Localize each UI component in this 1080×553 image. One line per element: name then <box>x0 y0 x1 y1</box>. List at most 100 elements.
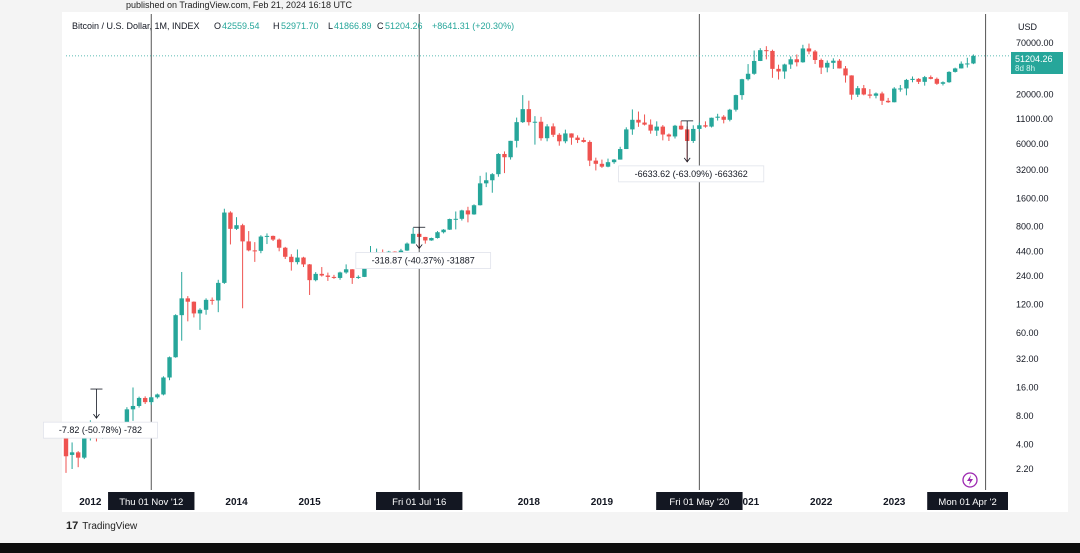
candle-body <box>490 174 495 181</box>
change-value: +8641.31 (+20.30%) <box>432 21 514 31</box>
candle-body <box>63 435 69 457</box>
candle-body <box>551 126 556 135</box>
candle-body <box>313 273 318 281</box>
candle-body <box>325 275 331 277</box>
candle-body <box>703 125 708 127</box>
candle-body <box>806 48 812 52</box>
candle-body <box>398 250 404 254</box>
candle-body <box>776 68 781 72</box>
y-tick-label: 4.00 <box>1016 439 1034 449</box>
candle-body <box>356 276 361 278</box>
candle-body <box>283 247 288 257</box>
candle-body <box>959 63 964 69</box>
time-marker-label: Fri 01 Jul '16 <box>392 497 446 508</box>
candle-body <box>197 309 203 314</box>
candle-body <box>209 299 215 301</box>
candle-body <box>161 377 166 395</box>
candle-body <box>155 394 160 398</box>
candle-body <box>946 71 952 83</box>
time-marker-labels: Thu 01 Nov '12 Fri 01 Jul '16 Fri 01 May '… <box>108 492 1008 510</box>
candle-body <box>276 239 282 248</box>
measure-arrow <box>683 157 691 163</box>
candle-body <box>928 77 933 79</box>
published-note: published on TradingView.com, Feb 21, 20… <box>126 0 352 10</box>
candle-body <box>892 88 897 103</box>
candle-body <box>514 122 519 141</box>
candle-body <box>240 225 245 242</box>
candle-body <box>191 301 197 314</box>
ohlc-legend: Bitcoin / U.S. Dollar, 1M, INDEX O 42559… <box>72 21 514 31</box>
candle-body <box>258 236 264 251</box>
high-label: H <box>273 21 280 31</box>
candle-body <box>465 210 471 215</box>
low-label: L <box>328 21 333 31</box>
candle-body <box>173 315 178 358</box>
candle-body <box>745 73 751 80</box>
candle-body <box>910 78 915 80</box>
candle-body <box>447 219 452 230</box>
y-tick-label: 6000.00 <box>1016 139 1049 149</box>
y-tick-label: 60.00 <box>1016 328 1039 338</box>
candle-body <box>873 93 879 96</box>
candle-body <box>581 140 586 142</box>
candle-body <box>751 60 757 74</box>
candle-body <box>222 212 227 283</box>
candle-body <box>496 153 501 175</box>
y-tick-label: 440.00 <box>1016 246 1044 256</box>
candle-body <box>179 298 184 316</box>
candle-body <box>532 121 538 123</box>
candle-body <box>264 235 270 237</box>
vertical-marker-lines <box>150 14 987 490</box>
x-tick-label: 2019 <box>591 497 614 508</box>
last-price-tag: 51204.26 8d 8h <box>1011 52 1063 74</box>
candle-body <box>544 126 550 139</box>
x-tick-label: 2014 <box>225 497 248 508</box>
candle-body <box>538 121 544 139</box>
measure-label-bg <box>618 165 765 183</box>
candle-body <box>770 50 775 69</box>
candle-body <box>234 225 239 229</box>
tradingview-logo: 17 TradingView <box>66 520 137 532</box>
y-tick-label: 1600.00 <box>1016 193 1049 203</box>
candle-body <box>477 183 483 206</box>
y-tick-label: 70000.00 <box>1016 38 1054 48</box>
y-tick-label: 8.00 <box>1016 411 1034 421</box>
candle-body <box>149 397 154 403</box>
candle-body <box>185 298 190 302</box>
last-price-bg <box>1011 52 1063 74</box>
candle-body <box>879 93 885 101</box>
time-marker-label-bg <box>108 492 195 510</box>
candle-body <box>934 78 940 84</box>
time-axis: 2012 2014 2015 2018 2019 2021 2022 2023 <box>79 497 906 508</box>
candle-body <box>678 125 684 130</box>
time-marker-label: Thu 01 Nov '12 <box>119 497 183 508</box>
tradingview-wordmark: TradingView <box>82 521 138 532</box>
candle-body <box>666 134 672 137</box>
candle-body <box>295 257 300 263</box>
candle-body <box>904 79 909 89</box>
measure-arrow <box>93 413 100 419</box>
candle-body <box>660 126 666 135</box>
candle-body <box>435 232 440 239</box>
candle-body <box>648 124 653 131</box>
y-tick-label: 16.00 <box>1016 382 1039 392</box>
last-price-countdown: 8d 8h <box>1015 64 1035 73</box>
candle-body <box>861 88 866 95</box>
candle-body <box>301 257 306 265</box>
candle-body <box>167 357 172 378</box>
currency-label: USD <box>1018 22 1038 32</box>
candle-body <box>575 137 580 141</box>
candle-body <box>453 218 458 220</box>
candles <box>63 43 976 473</box>
candle-body <box>587 141 592 161</box>
candle-body <box>124 409 130 424</box>
candle-body <box>965 63 970 65</box>
candle-body <box>794 59 799 63</box>
candle-body <box>228 212 233 229</box>
candle-body <box>459 210 465 219</box>
candle-body <box>404 243 410 251</box>
measurements: -7.82 (-50.78%) -782 -318.87 (-40.37%) -3… <box>43 120 765 439</box>
lightning-icon[interactable] <box>962 472 978 488</box>
candle-body <box>715 116 720 118</box>
